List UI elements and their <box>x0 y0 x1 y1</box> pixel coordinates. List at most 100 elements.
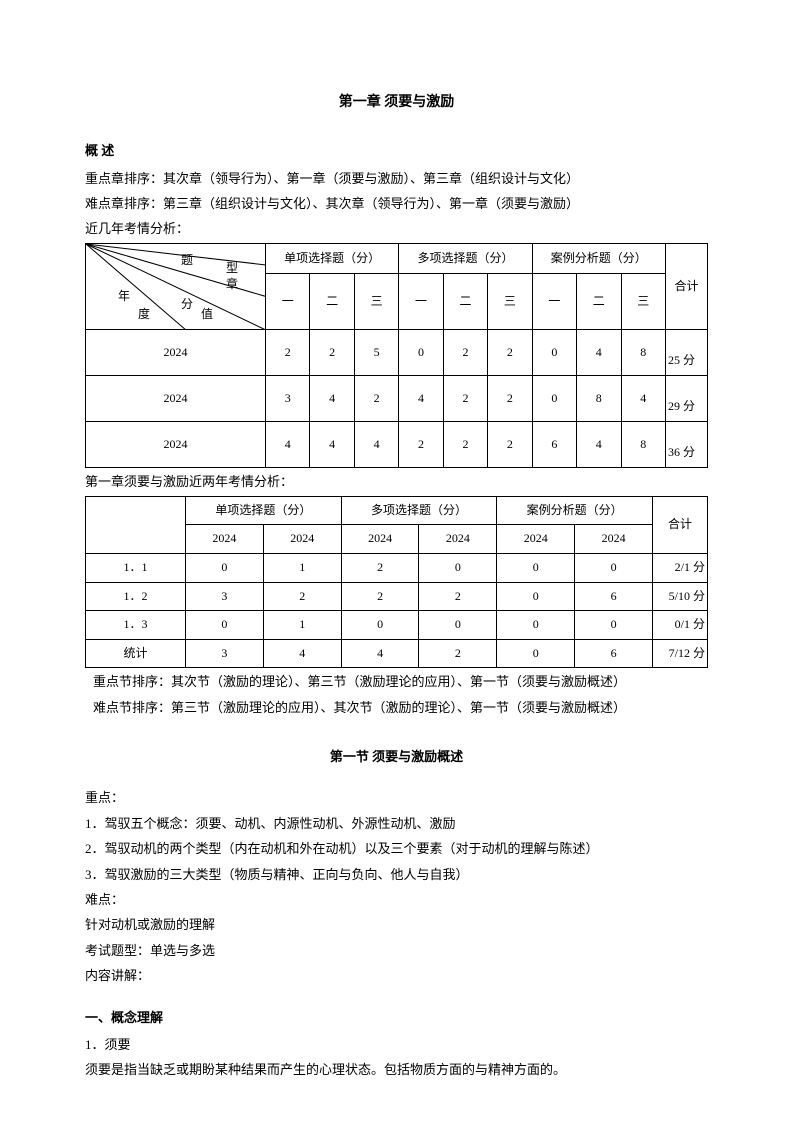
t2-total: 2/1 分 <box>653 553 708 582</box>
t2-total: 5/10 分 <box>653 582 708 611</box>
t1-year: 2024 <box>86 330 266 376</box>
t2-cell: 0 <box>575 611 653 640</box>
t2-cell: 1 <box>263 553 341 582</box>
t2-cell: 0 <box>186 611 264 640</box>
t2-label: 1．2 <box>86 582 186 611</box>
key-header: 重点： <box>85 786 708 809</box>
t1-cell: 8 <box>621 330 666 376</box>
t1-cell: 2 <box>443 422 487 468</box>
analysis-table-1: 题 型 章 分 年 度 值 单项选择题（分） 多项选择题（分） 案例分析题（分）… <box>85 243 708 469</box>
t1-cell: 2 <box>310 330 354 376</box>
t1-cell: 0 <box>532 376 576 422</box>
content-header: 内容讲解： <box>85 964 708 987</box>
diag-label-mid2: 分 <box>181 294 193 316</box>
diag-label-bot2: 度 <box>138 304 150 326</box>
t1-cell: 2 <box>488 330 532 376</box>
diag-label-mid1: 章 <box>226 274 238 296</box>
t2-cell: 2 <box>419 582 497 611</box>
t2-cell: 0 <box>497 582 575 611</box>
t2-cell: 6 <box>575 639 653 668</box>
analysis-table-2: 单项选择题（分） 多项选择题（分） 案例分析题（分） 合计 2024 2024 … <box>85 496 708 669</box>
diag-label-top: 题 <box>181 250 193 272</box>
t1-colhead-2: 多项选择题（分） <box>399 243 532 274</box>
t2-year: 2024 <box>575 525 653 554</box>
t1-colhead-3: 案例分析题（分） <box>532 243 665 274</box>
t1-cell: 2 <box>399 422 443 468</box>
t1-cell: 4 <box>354 422 398 468</box>
diff-header: 难点： <box>85 888 708 911</box>
overview-line2: 难点章排序：第三章（组织设计与文化）、其次章（领导行为）、第一章（须要与激励） <box>85 192 708 215</box>
t2-year: 2024 <box>419 525 497 554</box>
t2-cell: 4 <box>341 639 419 668</box>
t2-cell: 2 <box>341 582 419 611</box>
t2-colhead: 案例分析题（分） <box>497 496 653 525</box>
t2-cell: 0 <box>497 553 575 582</box>
t1-sub: 二 <box>577 274 621 330</box>
after-t2-line1: 重点节排序：其次节（激励的理论）、第三节（激励理论的应用）、第一节（须要与激励概… <box>93 670 708 693</box>
t2-blank <box>86 496 186 553</box>
t1-cell: 4 <box>577 422 621 468</box>
t2-cell: 0 <box>419 611 497 640</box>
t1-cell: 4 <box>577 330 621 376</box>
t1-sub: 三 <box>354 274 398 330</box>
t2-cell: 1 <box>263 611 341 640</box>
t1-cell: 0 <box>532 330 576 376</box>
after-t2-line2: 难点节排序：第三节（激励理论的应用）、其次节（激励的理论）、第一节（须要与激励概… <box>93 696 708 719</box>
t2-cell: 2 <box>419 639 497 668</box>
concept-item-1: 1．须要 <box>85 1033 708 1056</box>
overview-line1: 重点章排序：其次章（领导行为）、第一章（须要与激励）、第三章（组织设计与文化） <box>85 167 708 190</box>
t2-cell: 6 <box>575 582 653 611</box>
t1-year: 2024 <box>86 422 266 468</box>
t2-year: 2024 <box>263 525 341 554</box>
t1-cell: 8 <box>577 376 621 422</box>
t2-cell: 0 <box>419 553 497 582</box>
t1-sub: 二 <box>443 274 487 330</box>
t2-label: 统计 <box>86 639 186 668</box>
t1-cell: 2 <box>266 330 310 376</box>
t1-cell: 2 <box>354 376 398 422</box>
t2-total: 0/1 分 <box>653 611 708 640</box>
t1-cell: 6 <box>532 422 576 468</box>
t1-cell: 5 <box>354 330 398 376</box>
key-3: 3．驾驭激励的三大类型（物质与精神、正向与负向、他人与自我） <box>85 863 708 886</box>
diag-label-bot1: 年 <box>118 286 130 308</box>
t2-cell: 3 <box>186 639 264 668</box>
t1-total: 29 分 <box>666 376 708 422</box>
t2-label: 1．3 <box>86 611 186 640</box>
t2-total: 7/12 分 <box>653 639 708 668</box>
t2-cell: 0 <box>341 611 419 640</box>
t1-cell: 4 <box>266 422 310 468</box>
diag-label-bot3: 值 <box>201 304 213 326</box>
t1-cell: 4 <box>399 376 443 422</box>
t1-cell: 2 <box>443 376 487 422</box>
t1-cell: 8 <box>621 422 666 468</box>
t2-label: 1．1 <box>86 553 186 582</box>
t2-cell: 2 <box>341 553 419 582</box>
t2-cell: 0 <box>497 611 575 640</box>
t2-year: 2024 <box>186 525 264 554</box>
t1-cell: 3 <box>266 376 310 422</box>
t2-cell: 2 <box>263 582 341 611</box>
exam-header: 考试题型：单选与多选 <box>85 939 708 962</box>
t1-total: 36 分 <box>666 422 708 468</box>
overview-line3: 近几年考情分析： <box>85 217 708 240</box>
t1-sub: 二 <box>310 274 354 330</box>
concept-header: 一、概念理解 <box>85 1006 708 1029</box>
diagonal-header-cell: 题 型 章 分 年 度 值 <box>86 243 266 330</box>
t2-cell: 0 <box>497 639 575 668</box>
t2-total-header: 合计 <box>653 496 708 553</box>
t1-cell: 2 <box>443 330 487 376</box>
t2-cell: 0 <box>186 553 264 582</box>
section1-title: 第一节 须要与激励概述 <box>85 745 708 768</box>
t1-total: 25 分 <box>666 330 708 376</box>
t1-sub: 三 <box>488 274 532 330</box>
t2-colhead: 多项选择题（分） <box>341 496 497 525</box>
between-tables-text: 第一章须要与激励近两年考情分析： <box>85 470 708 493</box>
t1-cell: 4 <box>621 376 666 422</box>
concept-desc-1: 须要是指当缺乏或期盼某种结果而产生的心理状态。包括物质方面的与精神方面的。 <box>85 1058 708 1081</box>
t1-cell: 0 <box>399 330 443 376</box>
t1-cell: 4 <box>310 422 354 468</box>
t2-colhead: 单项选择题（分） <box>186 496 342 525</box>
t1-year: 2024 <box>86 376 266 422</box>
t1-sub: 一 <box>266 274 310 330</box>
